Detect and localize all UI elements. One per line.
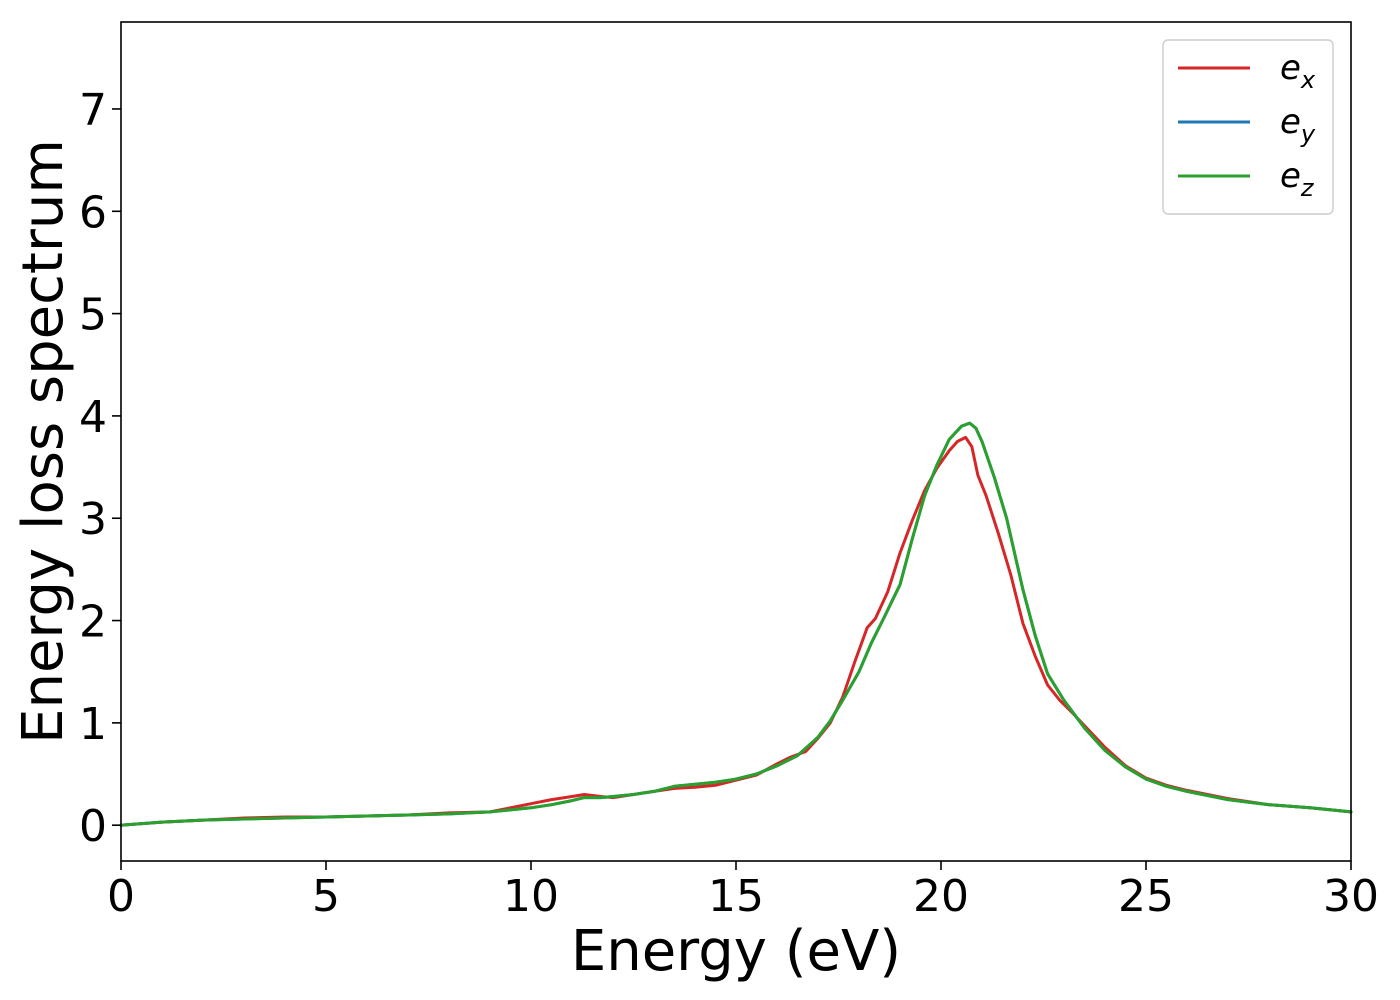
series-line-e-y: [119, 421, 1353, 827]
y-tick-label: 0: [79, 801, 107, 852]
legend-label: ey: [1280, 102, 1316, 148]
y-tick-label: 3: [79, 494, 107, 545]
y-axis-label: Energy loss spectrum: [11, 139, 76, 744]
legend-label-subscript: z: [1300, 174, 1315, 202]
y-axis: 0 1 2 3 4 5 6 7: [79, 85, 121, 852]
x-tick-label: 30: [1323, 871, 1379, 922]
y-tick-label: 6: [79, 187, 107, 238]
x-tick-label: 15: [708, 871, 764, 922]
legend-label: ez: [1280, 156, 1315, 202]
y-tick-label: 7: [79, 85, 107, 136]
series-line-e-x: [119, 435, 1353, 827]
x-tick-label: 25: [1118, 871, 1174, 922]
series-line-e-z: [119, 421, 1353, 827]
y-tick-label: 2: [79, 597, 107, 648]
x-tick-label: 0: [107, 871, 135, 922]
legend-label: ex: [1280, 48, 1316, 94]
y-tick-label: 5: [79, 290, 107, 341]
x-axis-label: Energy (eV): [571, 919, 901, 984]
legend-label-main: e: [1280, 156, 1301, 196]
legend-label-main: e: [1280, 102, 1301, 142]
legend-label-main: e: [1280, 48, 1301, 88]
y-tick-label: 1: [79, 699, 107, 750]
y-tick-label: 4: [79, 392, 107, 443]
x-tick-label: 5: [312, 871, 340, 922]
legend-label-subscript: x: [1300, 66, 1316, 94]
x-tick-label: 20: [913, 871, 969, 922]
legend-box: [1162, 39, 1334, 215]
series-layer: [119, 421, 1353, 827]
x-tick-label: 10: [503, 871, 559, 922]
x-axis: 0 5 10 15 20 25 30: [107, 861, 1379, 922]
legend-label-subscript: y: [1300, 120, 1316, 148]
